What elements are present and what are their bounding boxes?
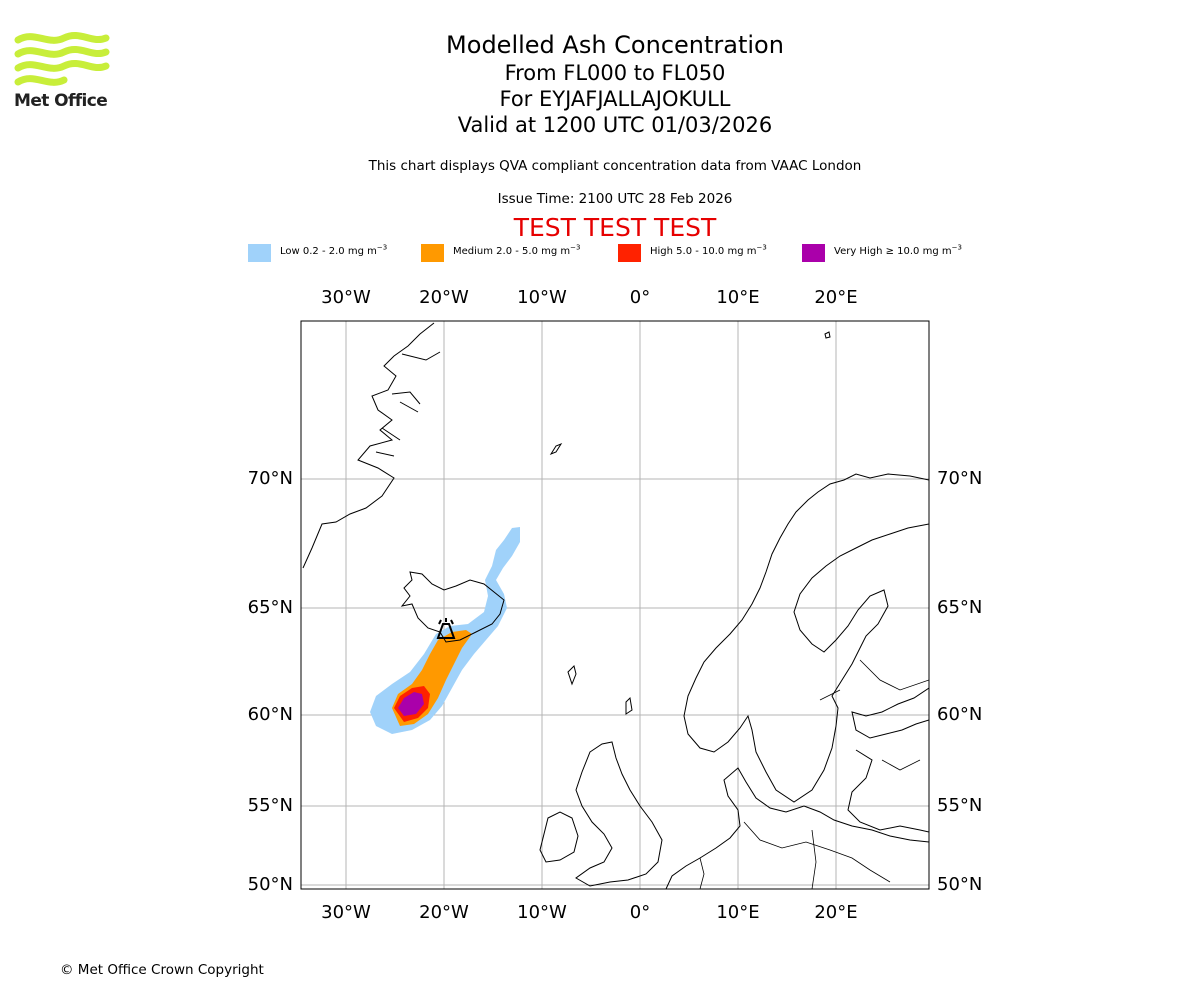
legend-swatch-high — [618, 244, 641, 262]
right-lat-tick-label: 55°N — [937, 795, 982, 816]
shetland-coast — [625, 696, 633, 715]
bottom-lon-tick-label: 20°E — [814, 902, 857, 923]
bear-island-coast — [824, 331, 831, 339]
top-lon-tick-label: 10°E — [716, 287, 759, 308]
bottom-lon-tick-label: 0° — [630, 902, 650, 923]
legend-label-very-high: Very High ≥ 10.0 mg m — [834, 246, 952, 257]
left-lat-tick-label: 65°N — [248, 597, 293, 618]
issue-time: Issue Time: 2100 UTC 28 Feb 2026 — [497, 191, 733, 207]
ireland-coast — [539, 811, 579, 863]
top-lon-tick-label: 0° — [630, 287, 650, 308]
jan-mayen-coast — [549, 442, 563, 456]
scandinavia-coast — [683, 473, 929, 803]
left-lat-tick-label: 55°N — [248, 795, 293, 816]
top-lon-tick-label: 20°W — [419, 287, 469, 308]
copyright-notice: © Met Office Crown Copyright — [60, 962, 264, 978]
finland-baltic-coast — [847, 687, 929, 833]
left-lat-tick-label: 50°N — [248, 874, 293, 895]
legend-exponent-low: −3 — [376, 243, 388, 252]
legend-exponent-very-high: −3 — [951, 243, 962, 252]
bottom-lon-tick-label: 10°E — [716, 902, 759, 923]
europe-mainland-coast — [665, 767, 929, 889]
met-office-waves-icon — [14, 31, 110, 86]
legend-label-medium: Medium 2.0 - 5.0 mg m — [453, 246, 571, 257]
chart-title: Modelled Ash Concentration — [446, 31, 784, 59]
volcano-name: For EYJAFJALLAJOKULL — [499, 87, 731, 111]
map-background — [301, 321, 929, 889]
ash-plume — [370, 527, 520, 734]
ash-area-low — [370, 527, 520, 734]
greenland-coast — [302, 322, 435, 569]
legend-exponent-high: −3 — [756, 243, 767, 252]
top-lon-tick-label: 30°W — [321, 287, 371, 308]
volcano-icon — [436, 618, 456, 639]
ash-area-very-high — [398, 692, 424, 716]
right-lat-tick-label: 70°N — [937, 468, 982, 489]
flight-level-range: From FL000 to FL050 — [504, 61, 726, 85]
chart-titles: Modelled Ash Concentration From FL000 to… — [315, 30, 915, 138]
test-banner: TEST TEST TEST — [513, 213, 717, 242]
top-lon-tick-label: 10°W — [517, 287, 567, 308]
right-lat-tick-label: 60°N — [937, 704, 982, 725]
met-office-logo: Met Office — [14, 30, 110, 114]
volcano-marker — [436, 618, 456, 639]
legend-swatch-medium — [421, 244, 444, 262]
map-frame — [300, 320, 930, 890]
chart-description: This chart displays QVA compliant concen… — [368, 158, 862, 174]
legend-label-high: High 5.0 - 10.0 mg m — [650, 246, 757, 257]
legend-exponent-medium: −3 — [570, 243, 581, 252]
bottom-lon-tick-label: 20°W — [419, 902, 469, 923]
greenland-fjords — [375, 351, 441, 457]
coastlines — [302, 322, 929, 889]
bottom-lon-tick-label: 30°W — [321, 902, 371, 923]
legend-swatch-low — [248, 244, 271, 262]
national-borders — [699, 659, 929, 889]
left-lat-tick-label: 60°N — [248, 704, 293, 725]
left-lat-tick-label: 70°N — [248, 468, 293, 489]
valid-time: Valid at 1200 UTC 01/03/2026 — [457, 113, 773, 137]
legend-swatch-very-high — [802, 244, 825, 262]
uk-coast — [575, 741, 663, 887]
top-lon-tick-label: 20°E — [814, 287, 857, 308]
iceland-coast — [400, 571, 505, 643]
right-lat-tick-label: 65°N — [937, 597, 982, 618]
graticule — [301, 321, 929, 889]
met-office-logo-text: Met Office — [14, 91, 108, 111]
legend-label-low: Low 0.2 - 2.0 mg m — [280, 246, 377, 257]
faroe-islands-coast — [567, 665, 577, 686]
bottom-lon-tick-label: 10°W — [517, 902, 567, 923]
right-lat-tick-label: 50°N — [937, 874, 982, 895]
axis-tick-labels: 30°W 30°W 20°W 20°W 10°W 10°W 0° 0° 10°E 10°E 20°E… — [248, 287, 983, 923]
